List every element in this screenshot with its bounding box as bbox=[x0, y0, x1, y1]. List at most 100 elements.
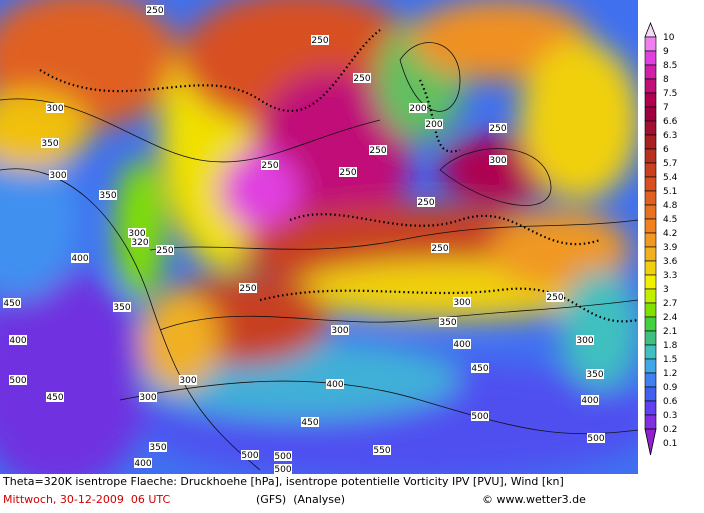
contour-label-bg bbox=[131, 237, 149, 247]
contour-label: 200 bbox=[425, 120, 442, 130]
contour-label-bg bbox=[46, 103, 64, 113]
contour-label: 250 bbox=[417, 198, 434, 208]
ipv-field bbox=[0, 0, 638, 474]
contour-label: 250 bbox=[489, 124, 506, 134]
contour-label: 400 bbox=[71, 254, 88, 264]
legend-label: 4.2 bbox=[663, 229, 677, 239]
legend-swatch bbox=[644, 50, 657, 66]
contour-label: 300 bbox=[49, 171, 66, 181]
legend-label: 8 bbox=[663, 75, 669, 85]
contour-label: 250 bbox=[339, 168, 356, 178]
legend-label: 2.4 bbox=[663, 313, 678, 323]
contour-label-bg bbox=[339, 167, 357, 177]
legend-label: 0.6 bbox=[663, 397, 678, 407]
contour-label: 300 bbox=[46, 104, 63, 114]
contour-label: 200 bbox=[409, 104, 426, 114]
legend-label: 3.6 bbox=[663, 257, 678, 267]
credit: © www.wetter3.de bbox=[482, 493, 586, 506]
legend-swatch bbox=[644, 176, 657, 192]
contour-label: 250 bbox=[546, 293, 563, 303]
legend-swatch bbox=[644, 372, 657, 388]
legend-swatch bbox=[644, 302, 657, 318]
contour-label-bg bbox=[587, 433, 605, 443]
contour-label: 500 bbox=[274, 452, 291, 462]
legend-label: 0.2 bbox=[663, 425, 677, 435]
contour-label-bg bbox=[128, 228, 146, 238]
legend-label: 5.4 bbox=[663, 173, 678, 183]
contour-label: 250 bbox=[239, 284, 256, 294]
contour-label-bg bbox=[471, 411, 489, 421]
legend-swatch bbox=[644, 400, 657, 416]
legend-swatch bbox=[644, 162, 657, 178]
contour-label: 250 bbox=[431, 244, 448, 254]
contour-label-bg bbox=[489, 123, 507, 133]
contour-label-bg bbox=[99, 190, 117, 200]
model: (GFS) (Analyse) bbox=[256, 493, 346, 506]
contour-label-bg bbox=[241, 450, 259, 460]
description: Theta=320K isentrope Flaeche: Druckhoehe… bbox=[3, 475, 564, 488]
legend-swatch bbox=[644, 134, 657, 150]
legend-swatch bbox=[644, 218, 657, 234]
contour-label-bg bbox=[41, 138, 59, 148]
contour-label-bg bbox=[417, 197, 435, 207]
contour-label: 450 bbox=[46, 393, 63, 403]
legend-tip bbox=[644, 428, 657, 456]
legend-label: 4.5 bbox=[663, 215, 677, 225]
legend-label: 10 bbox=[663, 33, 675, 43]
contour-label: 450 bbox=[3, 299, 20, 309]
contour-label: 350 bbox=[586, 370, 603, 380]
contour-label: 300 bbox=[331, 326, 348, 336]
legend-label: 2.1 bbox=[663, 327, 677, 337]
contour-label: 500 bbox=[471, 412, 488, 422]
contour-label-bg bbox=[546, 292, 564, 302]
contour-label: 250 bbox=[261, 161, 278, 171]
legend-label: 9 bbox=[663, 47, 669, 57]
contour-label-bg bbox=[139, 392, 157, 402]
contour-label-bg bbox=[146, 5, 164, 15]
contour-label-bg bbox=[331, 325, 349, 335]
legend-label: 3.3 bbox=[663, 271, 677, 281]
contour-label: 400 bbox=[134, 459, 151, 469]
contour-label-bg bbox=[581, 395, 599, 405]
legend-swatch bbox=[644, 78, 657, 94]
contour-label: 500 bbox=[274, 465, 291, 474]
contour-label-bg bbox=[353, 73, 371, 83]
contour-label: 250 bbox=[156, 246, 173, 256]
legend-swatch bbox=[644, 316, 657, 332]
legend-swatch bbox=[644, 274, 657, 290]
legend-label: 7.5 bbox=[663, 89, 677, 99]
legend-label: 3 bbox=[663, 285, 669, 295]
legend-swatch bbox=[644, 190, 657, 206]
contour-label-bg bbox=[439, 317, 457, 327]
legend-label: 1.2 bbox=[663, 369, 677, 379]
contour-label: 300 bbox=[576, 336, 593, 346]
map: 2502503003503003504003003202504004503502… bbox=[0, 0, 678, 474]
legend-swatch bbox=[644, 260, 657, 276]
legend-label: 0.3 bbox=[663, 411, 677, 421]
contour-label-bg bbox=[113, 302, 131, 312]
contour-label: 350 bbox=[113, 303, 130, 313]
contour-label: 300 bbox=[453, 298, 470, 308]
legend-label: 7 bbox=[663, 103, 669, 113]
contour-label: 350 bbox=[439, 318, 456, 328]
legend-swatch bbox=[644, 414, 657, 430]
contour-label-bg bbox=[49, 170, 67, 180]
contour-label-bg bbox=[274, 451, 292, 461]
legend-label: 0.9 bbox=[663, 383, 678, 393]
legend-swatch bbox=[644, 288, 657, 304]
contour-label-bg bbox=[239, 283, 257, 293]
contour-label-bg bbox=[453, 297, 471, 307]
contour-label-bg bbox=[149, 442, 167, 452]
contour-label: 550 bbox=[373, 446, 390, 456]
legend-swatch bbox=[644, 92, 657, 108]
legend-swatch bbox=[644, 204, 657, 220]
contour-label-bg bbox=[586, 369, 604, 379]
contour-label-bg bbox=[156, 245, 174, 255]
contour-label: 400 bbox=[326, 380, 343, 390]
legend-swatch bbox=[644, 106, 657, 122]
contour-label-bg bbox=[425, 119, 443, 129]
contour-label-bg bbox=[71, 253, 89, 263]
contour-label: 300 bbox=[128, 229, 145, 239]
legend-swatch bbox=[644, 36, 657, 52]
